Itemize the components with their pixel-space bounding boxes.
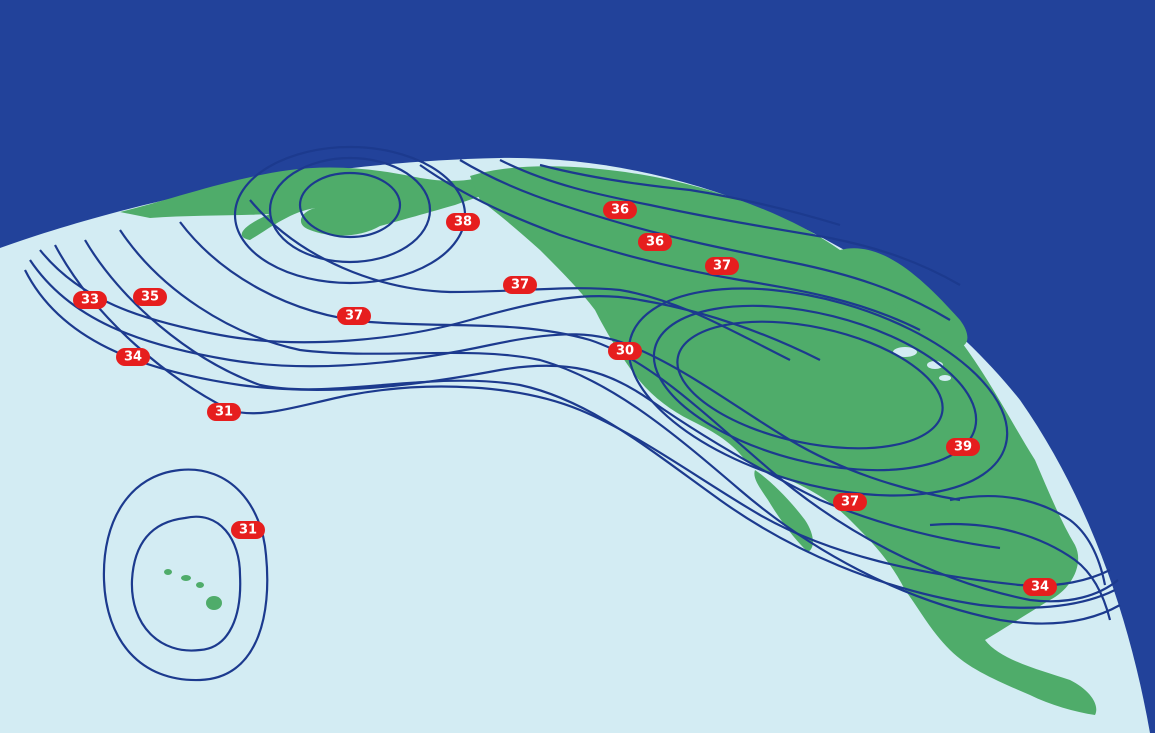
contour-label-text: 38 xyxy=(454,215,472,230)
contour-label-text: 36 xyxy=(611,203,629,218)
contour-label: 38 xyxy=(446,213,480,231)
contour-label-badge xyxy=(446,213,480,231)
contour-label-badge xyxy=(337,307,371,325)
contour-label-badge xyxy=(946,438,980,456)
contour-label-text: 34 xyxy=(1031,580,1049,595)
contour-label-badge xyxy=(133,288,167,306)
contour-label: 31 xyxy=(207,403,241,421)
contour-ribbon-10 xyxy=(459,159,951,321)
contour-ribbon-12 xyxy=(539,163,841,227)
contour-label-badge xyxy=(705,257,739,275)
contour-label-text: 37 xyxy=(841,495,859,510)
contour-label-text: 37 xyxy=(713,259,731,274)
contour-label: 37 xyxy=(705,257,739,275)
land-hawaii-4 xyxy=(206,596,222,610)
contour-label-badge xyxy=(608,342,642,360)
contour-ribbon-5 xyxy=(84,239,1116,609)
contour-label: 39 xyxy=(946,438,980,456)
lake-3 xyxy=(939,375,951,381)
land-baja xyxy=(754,470,813,552)
contour-label-text: 30 xyxy=(616,344,634,359)
contour-label: 37 xyxy=(503,276,537,294)
contour-ribbon-7 xyxy=(179,221,1119,603)
land-greenland-edge xyxy=(840,248,968,348)
contour-label-text: 39 xyxy=(954,440,972,455)
land-hawaii-1 xyxy=(164,569,172,575)
contour-label-badge xyxy=(603,201,637,219)
contour-label-text: 36 xyxy=(646,235,664,250)
contour-label-badge xyxy=(116,348,150,366)
contour-label: 34 xyxy=(1023,578,1057,596)
contour-ribbon-9 xyxy=(419,164,921,331)
contour-label: 37 xyxy=(337,307,371,325)
contour-label-text: 31 xyxy=(215,405,233,420)
contour-ribbon-14 xyxy=(929,522,1112,621)
land-north-america xyxy=(470,166,1097,716)
contour-ribbon-11 xyxy=(499,159,961,286)
contour-label: 33 xyxy=(73,291,107,309)
contour-hawaii-outer xyxy=(102,468,269,682)
lake-1 xyxy=(893,347,917,357)
contour-label: 36 xyxy=(638,233,672,251)
land-hawaii-3 xyxy=(196,582,204,588)
contour-label-text: 31 xyxy=(239,523,257,538)
contour-label-text: 35 xyxy=(141,290,159,305)
contour-label: 31 xyxy=(231,521,265,539)
contour-label-badge xyxy=(207,403,241,421)
contour-hawaii-inner xyxy=(130,515,242,652)
contour-label-badge xyxy=(503,276,537,294)
contour-alaska-2 xyxy=(268,156,432,264)
contour-label: 36 xyxy=(603,201,637,219)
contour-east-1 xyxy=(676,320,944,450)
contour-label-badge xyxy=(833,493,867,511)
contour-label-text: 37 xyxy=(511,278,529,293)
contour-label: 35 xyxy=(133,288,167,306)
contour-east-3 xyxy=(627,287,1009,497)
contour-label-text: 33 xyxy=(81,293,99,308)
contour-label-badge xyxy=(638,233,672,251)
contour-label: 30 xyxy=(608,342,642,360)
contour-ribbon-2 xyxy=(29,259,961,502)
contour-label-badge xyxy=(73,291,107,309)
contour-ribbon-6 xyxy=(119,229,1121,625)
contour-ribbon-13 xyxy=(949,494,1107,586)
contour-label-text: 37 xyxy=(345,309,363,324)
land-hawaii-2 xyxy=(181,575,191,581)
contour-label-text: 34 xyxy=(124,350,142,365)
contour-label-badge xyxy=(1023,578,1057,596)
contour-label: 37 xyxy=(833,493,867,511)
contour-alaska-1 xyxy=(298,171,402,239)
contour-label-group: 38 36 36 37 37 33 35 37 xyxy=(73,201,1057,596)
contour-east-2 xyxy=(652,304,978,472)
contour-label-badge xyxy=(231,521,265,539)
contour-label: 34 xyxy=(116,348,150,366)
